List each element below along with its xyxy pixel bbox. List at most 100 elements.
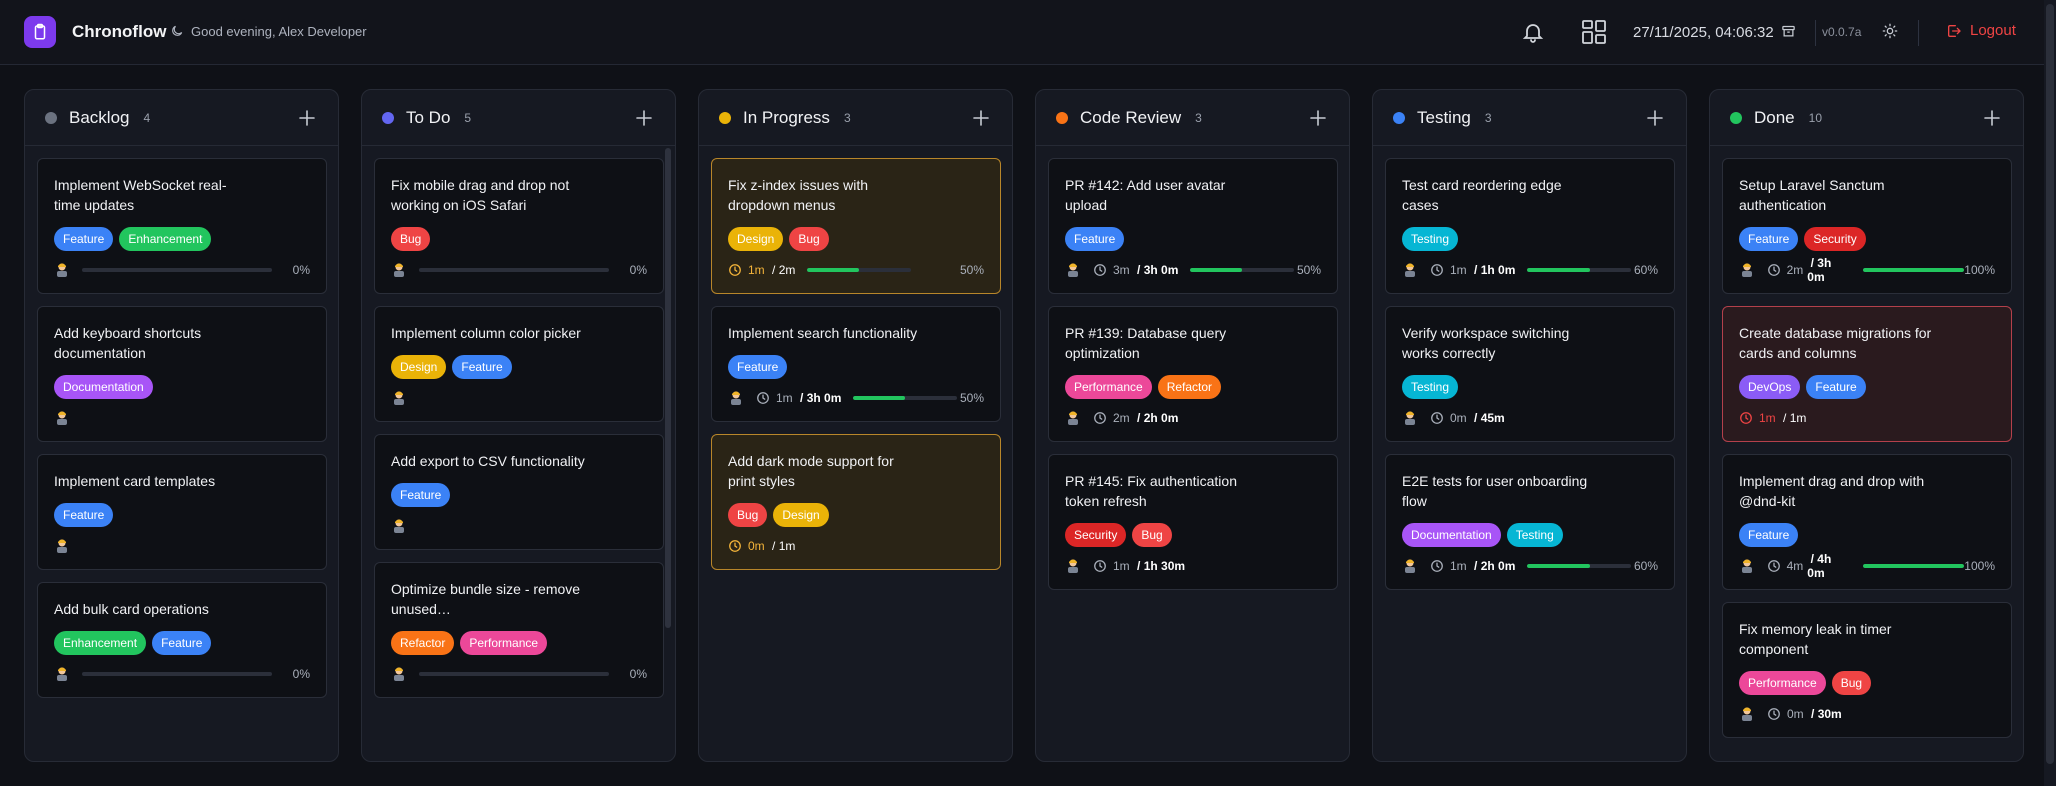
time-spent: 1m — [1113, 559, 1130, 573]
page-scrollbar-thumb[interactable] — [2046, 4, 2054, 764]
top-bar: Chronoflow Good evening, Alex Developer … — [0, 0, 2056, 65]
task-card[interactable]: Add export to CSV functionality Feature — [374, 434, 664, 550]
assignee-avatar[interactable] — [1402, 262, 1418, 278]
add-card-button[interactable] — [633, 107, 655, 129]
task-card[interactable]: Optimize bundle size - remove unused… Ref… — [374, 562, 664, 698]
clipboard-logo-icon[interactable] — [24, 16, 56, 48]
assignee-avatar[interactable] — [54, 262, 70, 278]
progress-bar — [82, 268, 272, 272]
add-card-button[interactable] — [970, 107, 992, 129]
tag-feature: Feature — [54, 503, 114, 527]
time-estimate: / 1h 0m — [1470, 263, 1516, 277]
card-tags: Feature — [728, 355, 984, 379]
task-card[interactable]: Implement WebSocket real-time updates Fea… — [37, 158, 327, 294]
theme-toggle-sun-icon[interactable] — [1882, 23, 1898, 44]
task-card[interactable]: Fix z-index issues with dropdown menus De… — [711, 158, 1001, 294]
task-card[interactable]: Add dark mode support for print styles Bu… — [711, 434, 1001, 570]
add-card-button[interactable] — [1307, 107, 1329, 129]
assignee-avatar[interactable] — [1065, 410, 1081, 426]
task-card[interactable]: Implement search functionality Feature 1m … — [711, 306, 1001, 422]
assignee-avatar[interactable] — [1065, 262, 1081, 278]
task-card[interactable]: Fix mobile drag and drop not working on … — [374, 158, 664, 294]
progress-percent: 0% — [629, 667, 647, 681]
card-list: Setup Laravel Sanctum authentication Feat… — [1722, 158, 2012, 750]
card-title: Create database migrations for cards and… — [1739, 325, 1932, 361]
current-datetime: 27/11/2025, 04:06:32 — [1633, 24, 1774, 41]
column-header: In Progress 3 — [699, 90, 1012, 146]
clock-icon — [756, 391, 770, 405]
card-title: Fix memory leak in timer component — [1739, 621, 1892, 657]
assignee-avatar[interactable] — [391, 518, 407, 534]
column-backlog[interactable]: Backlog 4 Implement WebSocket real-time up… — [24, 89, 339, 762]
task-card[interactable]: PR #142: Add user avatar upload Feature 3m… — [1048, 158, 1338, 294]
task-card[interactable]: Test card reordering edge cases Testing 1m… — [1385, 158, 1675, 294]
assignee-avatar[interactable] — [54, 410, 70, 426]
column-done[interactable]: Done 10 Setup Laravel Sanctum authenticati… — [1709, 89, 2024, 762]
card-tags: Refactor Performance — [391, 631, 647, 655]
task-card[interactable]: Add keyboard shortcuts documentation Docu… — [37, 306, 327, 442]
task-card[interactable]: Verify workspace switching works correct… — [1385, 306, 1675, 442]
column-title: To Do — [406, 107, 451, 127]
card-list: Implement WebSocket real-time updates Fea… — [37, 158, 327, 710]
assignee-avatar[interactable] — [391, 666, 407, 682]
assignee-avatar[interactable] — [54, 666, 70, 682]
assignee-avatar[interactable] — [391, 390, 407, 406]
clock-icon — [1739, 411, 1753, 425]
page-scrollbar[interactable] — [2044, 0, 2056, 786]
column-title: Done — [1754, 107, 1795, 127]
task-card[interactable]: PR #145: Fix authentication token refres… — [1048, 454, 1338, 590]
card-list: Test card reordering edge cases Testing 1m… — [1385, 158, 1675, 602]
assignee-avatar[interactable] — [1739, 706, 1755, 722]
assignee-avatar[interactable] — [54, 538, 70, 554]
card-tags: Feature — [54, 503, 310, 527]
column-in-progress[interactable]: In Progress 3 Fix z-index issues with drop… — [698, 89, 1013, 762]
task-card[interactable]: Implement card templates Feature — [37, 454, 327, 570]
card-title: E2E tests for user onboarding flow — [1402, 473, 1588, 509]
task-card[interactable]: Setup Laravel Sanctum authentication Feat… — [1722, 158, 2012, 294]
tag-bug: Bug — [728, 503, 768, 527]
assignee-avatar[interactable] — [1065, 558, 1081, 574]
column-testing[interactable]: Testing 3 Test card reordering edge cases T… — [1372, 89, 1687, 762]
clock-icon — [1093, 263, 1107, 277]
workspace-grid-icon[interactable] — [1581, 19, 1607, 50]
column-header: Code Review 3 — [1036, 90, 1349, 146]
time-spent: 1m — [1759, 411, 1776, 425]
card-meta: 0% — [54, 665, 310, 683]
assignee-avatar[interactable] — [1739, 558, 1755, 574]
assignee-avatar[interactable] — [1739, 262, 1755, 278]
card-title: PR #145: Fix authentication token refres… — [1065, 473, 1237, 509]
column-code-review[interactable]: Code Review 3 PR #142: Add user avatar upl… — [1035, 89, 1350, 762]
task-card[interactable]: E2E tests for user onboarding flow Docume… — [1385, 454, 1675, 590]
column-to-do[interactable]: To Do 5 Fix mobile drag and drop not worki… — [361, 89, 676, 762]
task-card[interactable]: Add bulk card operations Enhancement Featu… — [37, 582, 327, 698]
time-estimate: / 30m — [1807, 707, 1842, 721]
card-tags: Feature Security — [1739, 227, 1995, 251]
task-card[interactable]: Implement drag and drop with @dnd-kit Fea… — [1722, 454, 2012, 590]
tag-feature: Feature — [1065, 227, 1125, 251]
add-card-button[interactable] — [296, 107, 318, 129]
tag-feature: Feature — [1739, 227, 1799, 251]
assignee-avatar[interactable] — [728, 390, 744, 406]
logout-button[interactable]: Logout — [1946, 22, 2016, 39]
add-card-button[interactable] — [1644, 107, 1666, 129]
card-tags: Enhancement Feature — [54, 631, 310, 655]
add-card-button[interactable] — [1981, 107, 2003, 129]
tag-feature: Feature — [452, 355, 512, 379]
task-card[interactable]: Fix memory leak in timer component Perfor… — [1722, 602, 2012, 738]
assignee-avatar[interactable] — [391, 262, 407, 278]
app-title[interactable]: Chronoflow — [72, 22, 167, 41]
column-scrollbar[interactable] — [665, 148, 671, 628]
task-card[interactable]: Implement column color picker Design Featu… — [374, 306, 664, 422]
assignee-avatar[interactable] — [1402, 558, 1418, 574]
card-meta: 0% — [54, 261, 310, 279]
notification-bell-icon[interactable] — [1521, 20, 1545, 49]
card-tags: Bug Design — [728, 503, 984, 527]
time-estimate: / 1m — [1779, 411, 1807, 425]
time-spent: 1m — [1450, 263, 1467, 277]
task-card[interactable]: PR #139: Database query optimization Perf… — [1048, 306, 1338, 442]
task-card[interactable]: Create database migrations for cards and… — [1722, 306, 2012, 442]
tag-bug: Bug — [789, 227, 829, 251]
card-tags: Feature — [1739, 523, 1995, 547]
assignee-avatar[interactable] — [1402, 410, 1418, 426]
archive-icon[interactable] — [1781, 24, 1796, 44]
